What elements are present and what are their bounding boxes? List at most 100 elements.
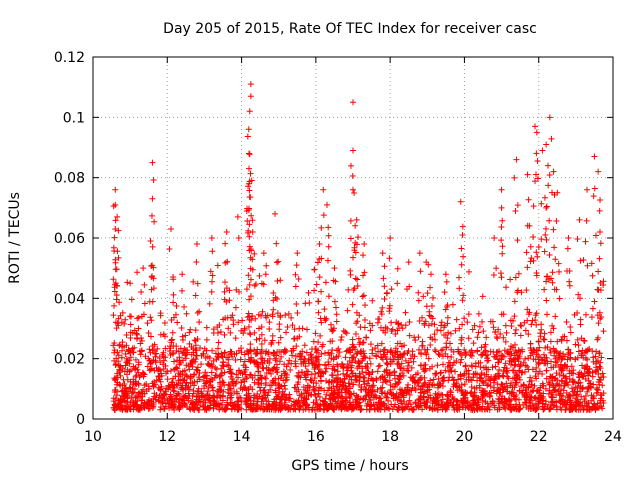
data-point <box>350 390 357 397</box>
data-point <box>389 351 396 358</box>
data-point <box>214 353 221 360</box>
data-point <box>266 355 273 362</box>
data-point <box>169 351 176 358</box>
data-point <box>507 355 514 362</box>
data-point <box>459 223 466 230</box>
data-point <box>575 291 582 298</box>
data-point <box>148 212 155 219</box>
data-point <box>457 373 464 380</box>
data-point <box>462 350 469 357</box>
data-point <box>428 320 435 327</box>
data-point <box>525 331 532 338</box>
data-point <box>379 356 386 363</box>
data-point <box>381 406 388 413</box>
data-point <box>244 133 251 140</box>
data-point <box>321 350 328 357</box>
data-point <box>181 303 188 310</box>
data-point <box>304 382 311 389</box>
data-point <box>486 375 493 382</box>
y-tick-label: 0.1 <box>63 110 85 126</box>
data-point <box>408 387 415 394</box>
data-point <box>584 356 591 363</box>
data-point <box>314 259 321 266</box>
data-point <box>206 300 213 307</box>
data-point <box>533 310 540 317</box>
data-point <box>496 373 503 380</box>
data-point <box>465 335 472 342</box>
data-point <box>151 367 158 374</box>
data-point <box>331 298 338 305</box>
data-point <box>392 395 399 402</box>
data-point <box>209 347 216 354</box>
data-point <box>153 350 160 357</box>
data-point <box>140 265 147 272</box>
data-point <box>274 278 281 285</box>
data-point <box>435 384 442 391</box>
data-point <box>150 177 157 184</box>
data-point <box>564 356 571 363</box>
data-point <box>369 368 376 375</box>
data-point <box>556 371 563 378</box>
data-point <box>375 406 382 413</box>
data-point <box>404 362 411 369</box>
data-point <box>124 398 131 405</box>
data-point <box>585 368 592 375</box>
data-point <box>413 403 420 410</box>
data-point <box>140 370 147 377</box>
data-point <box>565 235 572 241</box>
data-point <box>408 364 415 371</box>
data-point <box>228 392 235 399</box>
data-point <box>521 319 528 326</box>
data-point <box>567 329 574 336</box>
data-point <box>457 359 464 366</box>
data-point <box>354 396 361 403</box>
data-point <box>597 391 604 398</box>
data-point <box>217 329 224 336</box>
data-point <box>543 367 550 374</box>
data-point <box>360 339 367 346</box>
data-point <box>577 316 584 323</box>
data-point <box>450 402 457 409</box>
data-point <box>579 347 586 354</box>
data-point <box>513 379 520 386</box>
data-point <box>277 277 284 284</box>
data-point <box>323 365 330 372</box>
data-point <box>320 186 327 193</box>
data-point <box>214 388 221 395</box>
data-point <box>497 270 504 277</box>
data-point <box>388 286 395 293</box>
data-point <box>513 156 520 163</box>
data-point <box>380 275 387 282</box>
data-point <box>464 403 471 410</box>
data-point <box>186 329 193 336</box>
data-point <box>456 325 463 332</box>
data-point <box>472 363 479 370</box>
data-point <box>383 393 390 400</box>
data-point <box>291 326 298 333</box>
data-point <box>361 353 368 360</box>
data-point <box>541 336 548 343</box>
data-point <box>489 364 496 371</box>
data-point <box>170 299 177 306</box>
data-point <box>266 402 273 409</box>
data-point <box>206 395 213 402</box>
data-point <box>239 370 246 377</box>
data-point <box>151 341 158 348</box>
data-point <box>238 379 245 386</box>
data-point <box>348 373 355 380</box>
data-point <box>567 324 574 331</box>
data-point <box>209 272 216 279</box>
data-point <box>549 279 556 286</box>
data-point <box>340 364 347 371</box>
data-point <box>406 397 413 404</box>
data-point <box>562 406 569 413</box>
data-point <box>546 171 553 178</box>
data-point <box>588 260 595 267</box>
data-point <box>113 292 120 299</box>
data-point <box>416 396 423 403</box>
data-point <box>427 334 434 341</box>
data-point <box>541 194 548 201</box>
data-point <box>207 362 214 369</box>
data-point <box>553 406 560 413</box>
data-point <box>386 302 393 309</box>
